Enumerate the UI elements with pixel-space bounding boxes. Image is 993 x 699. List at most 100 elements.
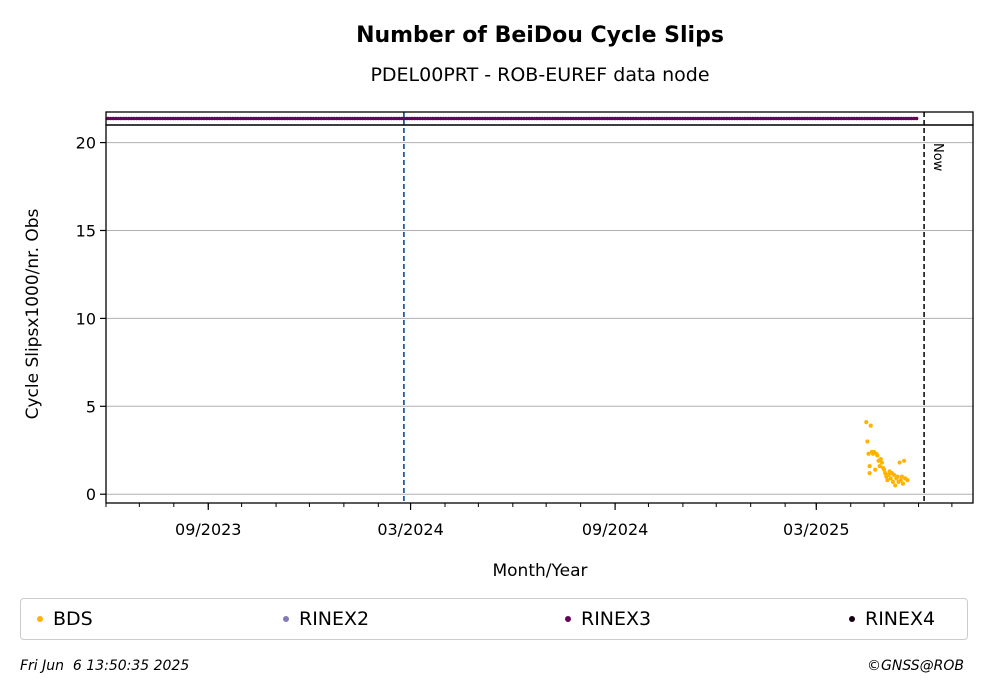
rinex3-point <box>730 116 734 121</box>
rinex3-point <box>140 116 144 121</box>
rinex3-point <box>795 116 799 121</box>
legend-marker <box>565 616 571 622</box>
rinex3-point <box>735 116 739 121</box>
rinex3-point <box>496 116 500 121</box>
rinex3-point <box>691 116 695 121</box>
y-axis-label: Cycle Slipsx1000/nr. Obs <box>23 208 43 419</box>
rinex3-point <box>176 116 180 121</box>
rinex3-point <box>662 116 667 121</box>
rinex3-point <box>264 116 269 121</box>
rinex3-point <box>231 116 235 121</box>
data-point <box>898 478 903 483</box>
data-point <box>875 453 880 458</box>
legend-marker <box>849 616 855 622</box>
rinex3-point <box>714 116 719 121</box>
rinex3-point <box>610 116 615 121</box>
rinex3-point <box>753 116 758 121</box>
rinex3-point <box>335 116 339 121</box>
rinex3-point <box>189 116 193 121</box>
rinex3-point <box>470 116 474 121</box>
rinex3-point <box>805 116 810 121</box>
data-point <box>890 479 896 485</box>
rinex3-point <box>246 116 251 121</box>
rinex3-point <box>548 116 552 121</box>
rinex3-point <box>387 116 391 121</box>
rinex3-point <box>316 116 321 121</box>
rinex3-point <box>561 116 565 121</box>
rinex3-point <box>530 116 534 121</box>
rinex3-point <box>275 116 279 121</box>
rinex3-point <box>254 116 258 121</box>
rinex3-point <box>766 116 771 121</box>
legend-item-bds: BDS <box>37 599 93 639</box>
rinex3-point <box>912 116 916 121</box>
rinex3-point <box>488 116 493 121</box>
rinex3-point <box>587 116 591 121</box>
rinex3-point <box>556 116 560 121</box>
rinex3-point <box>602 116 607 121</box>
legend-item-rinex4: RINEX4 <box>849 599 935 639</box>
rinex3-point <box>725 116 729 121</box>
rinex3-point <box>810 116 815 121</box>
rinex3-point <box>223 116 227 121</box>
rinex3-point <box>407 116 412 121</box>
rinex3-point <box>348 116 352 121</box>
rinex3-point <box>537 116 542 121</box>
rinex3-point <box>704 116 708 121</box>
rinex3-point <box>696 116 700 121</box>
rinex3-point <box>888 116 893 121</box>
rinex3-point <box>192 116 196 121</box>
rinex3-point <box>699 116 703 121</box>
rinex3-point <box>238 116 243 121</box>
rinex3-point <box>147 116 152 121</box>
data-point <box>868 423 873 428</box>
rinex3-point <box>441 116 446 121</box>
rinex3-point <box>290 116 295 121</box>
rinex3-point <box>288 116 292 121</box>
data-point <box>895 474 900 479</box>
data-point <box>891 472 897 477</box>
rinex3-point <box>727 116 732 121</box>
rinex3-point <box>683 116 687 121</box>
footer-timestamp: Fri Jun 6 13:50:35 2025 <box>20 658 190 674</box>
rinex3-point <box>314 116 318 121</box>
chart-marks: Now <box>106 112 945 503</box>
rinex3-point <box>202 116 206 121</box>
rinex3-point <box>353 116 357 121</box>
rinex3-point <box>511 116 516 121</box>
rinex3-point <box>212 116 217 121</box>
rinex3-point <box>899 116 903 121</box>
rinex3-point <box>319 116 324 121</box>
rinex3-point <box>262 116 266 121</box>
rinex3-point <box>901 116 906 121</box>
chart-title: Number of BeiDou Cycle Slips <box>356 23 724 48</box>
rinex3-point <box>127 116 131 121</box>
grid-lines <box>106 142 973 495</box>
rinex3-point <box>686 116 690 121</box>
y-axis: 0 5 10 15 20 <box>76 134 106 504</box>
rinex3-point <box>244 116 248 121</box>
rinex3-point <box>844 116 849 121</box>
rinex3-point <box>485 116 490 121</box>
rinex3-point <box>124 116 128 121</box>
rinex3-point <box>311 116 316 121</box>
rinex3-point <box>220 116 225 121</box>
rinex3-point <box>764 116 768 121</box>
x-tick-label: 09/2024 <box>582 520 648 539</box>
rinex3-point <box>478 116 482 121</box>
rinex3-point <box>821 116 825 121</box>
rinex3-point <box>540 116 544 121</box>
rinex3-point <box>712 116 716 121</box>
rinex3-point <box>834 116 838 121</box>
rinex3-point <box>358 116 363 121</box>
rinex3-point <box>836 116 841 121</box>
rinex3-point <box>199 116 204 121</box>
rinex3-point <box>236 116 240 121</box>
rinex3-point <box>449 116 454 121</box>
rinex3-point <box>777 116 781 121</box>
rinex3-point <box>179 116 183 121</box>
rinex3-point <box>849 116 854 121</box>
rinex3-point <box>886 116 890 121</box>
rinex3-point <box>769 116 773 121</box>
rinex3-point <box>675 116 680 121</box>
